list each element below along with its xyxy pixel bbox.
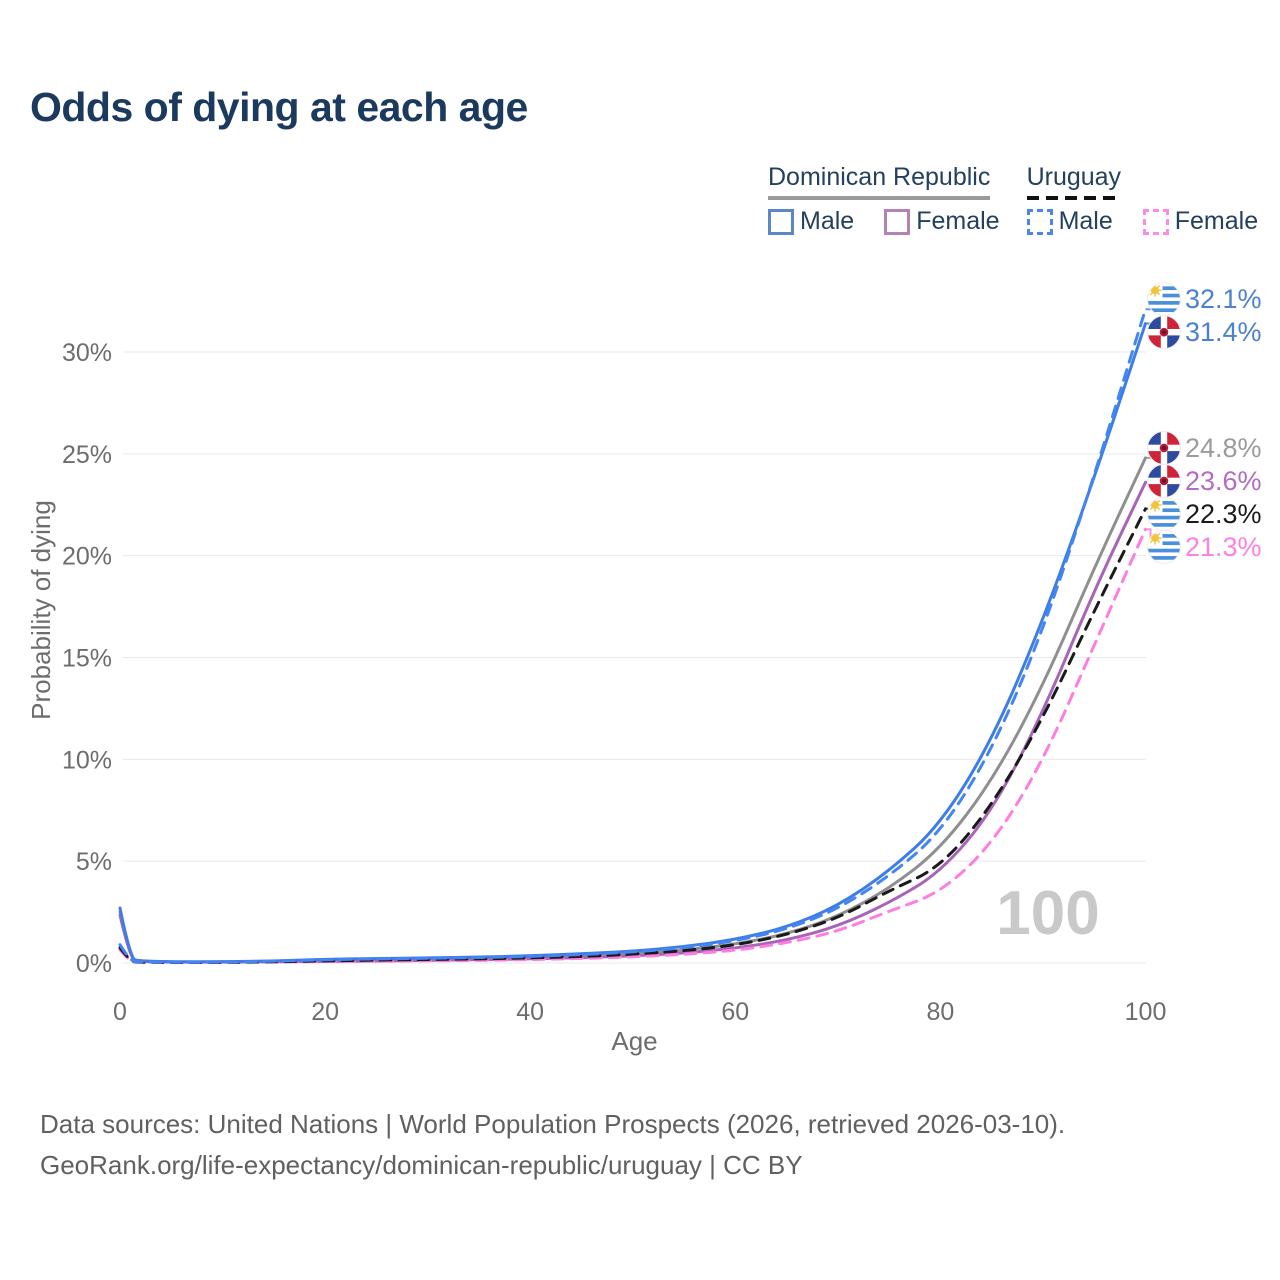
legend-label-uruguay-female: Female — [1174, 207, 1259, 235]
end-label-value-uruguay-total: 22.3% — [1185, 499, 1262, 529]
x-tick-label-40: 40 — [516, 998, 544, 1026]
legend: Dominican Republic Male Female Uruguay Male F… — [768, 163, 1258, 235]
legend-item-uruguay-male: Male — [1026, 207, 1113, 235]
y-tick-label-10: 10% — [62, 746, 112, 774]
series-line-dominican-republic-male — [118, 322, 1147, 964]
series-line-uruguay-male — [118, 307, 1147, 964]
y-tick-label-20: 20% — [62, 543, 112, 571]
end-label-uruguay-male: 32.1% — [1145, 282, 1262, 317]
end-label-value-dominican-republic-male: 31.4% — [1185, 317, 1262, 347]
footer-attribution: GeoRank.org/life-expectancy/dominican-re… — [40, 1150, 803, 1180]
y-tick-label-30: 30% — [62, 339, 112, 367]
end-label-uruguay-total: 22.3% — [1145, 496, 1262, 531]
legend-item-dominican-republic-male: Male — [768, 207, 855, 235]
legend-item-uruguay-female: Female — [1142, 207, 1259, 235]
legend-group-uruguay: Uruguay Male Female — [1026, 163, 1259, 235]
y-tick-label-25: 25% — [62, 441, 112, 469]
end-label-value-uruguay-male: 32.1% — [1185, 284, 1262, 314]
legend-checkbox-dominican-republic-male[interactable] — [768, 208, 794, 235]
y-tick-label-5: 5% — [76, 848, 112, 876]
legend-group-title-dominican-republic: Dominican Republic — [768, 163, 991, 191]
x-tick-label-20: 20 — [311, 998, 339, 1026]
end-label-dominican-republic-male: 31.4% — [1145, 315, 1262, 350]
end-label-value-dominican-republic-female: 23.6% — [1185, 466, 1262, 496]
legend-underline-uruguay-dashed-line — [1026, 196, 1122, 200]
legend-label-dominican-republic-female: Female — [916, 207, 1000, 235]
y-tick-label-15: 15% — [62, 644, 112, 672]
x-tick-label-60: 60 — [721, 998, 749, 1026]
legend-label-dominican-republic-male: Male — [800, 207, 855, 235]
end-label-value-uruguay-female: 21.3% — [1185, 532, 1262, 562]
end-label-dominican-republic-total: 24.8% — [1145, 430, 1262, 465]
legend-group-dominican-republic: Dominican Republic Male Female — [768, 163, 1000, 235]
page-title: Odds of dying at each age — [30, 84, 528, 130]
watermark-age: 100 — [996, 879, 1099, 948]
end-label-uruguay-female: 21.3% — [1145, 528, 1262, 564]
flag-uruguay-icon — [1147, 496, 1181, 531]
legend-item-dominican-republic-female: Female — [884, 207, 1000, 235]
flag-uruguay-icon — [1147, 282, 1181, 317]
legend-checkbox-uruguay-female[interactable] — [1142, 208, 1169, 235]
flag-dominican-republic-icon — [1147, 430, 1181, 465]
y-axis-title: Probability of dying — [26, 500, 56, 720]
chart-canvas: 0% 5% 10% 15% 20% 25% 30% 0 20 40 60 80 100 Age Probab… — [26, 270, 1262, 1056]
x-tick-label-80: 80 — [926, 998, 954, 1026]
legend-checkbox-dominican-republic-female[interactable] — [884, 208, 911, 235]
legend-group-title-uruguay: Uruguay — [1026, 163, 1122, 191]
plot-area[interactable] — [120, 270, 1150, 965]
legend-label-uruguay-male: Male — [1058, 207, 1113, 235]
legend-checkbox-uruguay-male[interactable] — [1026, 208, 1053, 235]
legend-underline-dominican-republic-solid-line — [768, 196, 991, 200]
y-tick-label-0: 0% — [76, 950, 112, 978]
end-label-dominican-republic-female: 23.6% — [1145, 463, 1262, 498]
footer-data-sources: Data sources: United Nations | World Pop… — [40, 1109, 1066, 1139]
x-tick-label-100: 100 — [1125, 998, 1167, 1026]
footer: Data sources: United Nations | World Pop… — [40, 1104, 1065, 1186]
flag-dominican-republic-icon — [1147, 463, 1181, 498]
end-label-value-dominican-republic-total: 24.8% — [1185, 433, 1262, 463]
x-axis-title: Age — [611, 1026, 657, 1056]
x-tick-label-0: 0 — [113, 998, 127, 1026]
flag-dominican-republic-icon — [1147, 315, 1181, 350]
flag-uruguay-icon — [1147, 529, 1181, 564]
